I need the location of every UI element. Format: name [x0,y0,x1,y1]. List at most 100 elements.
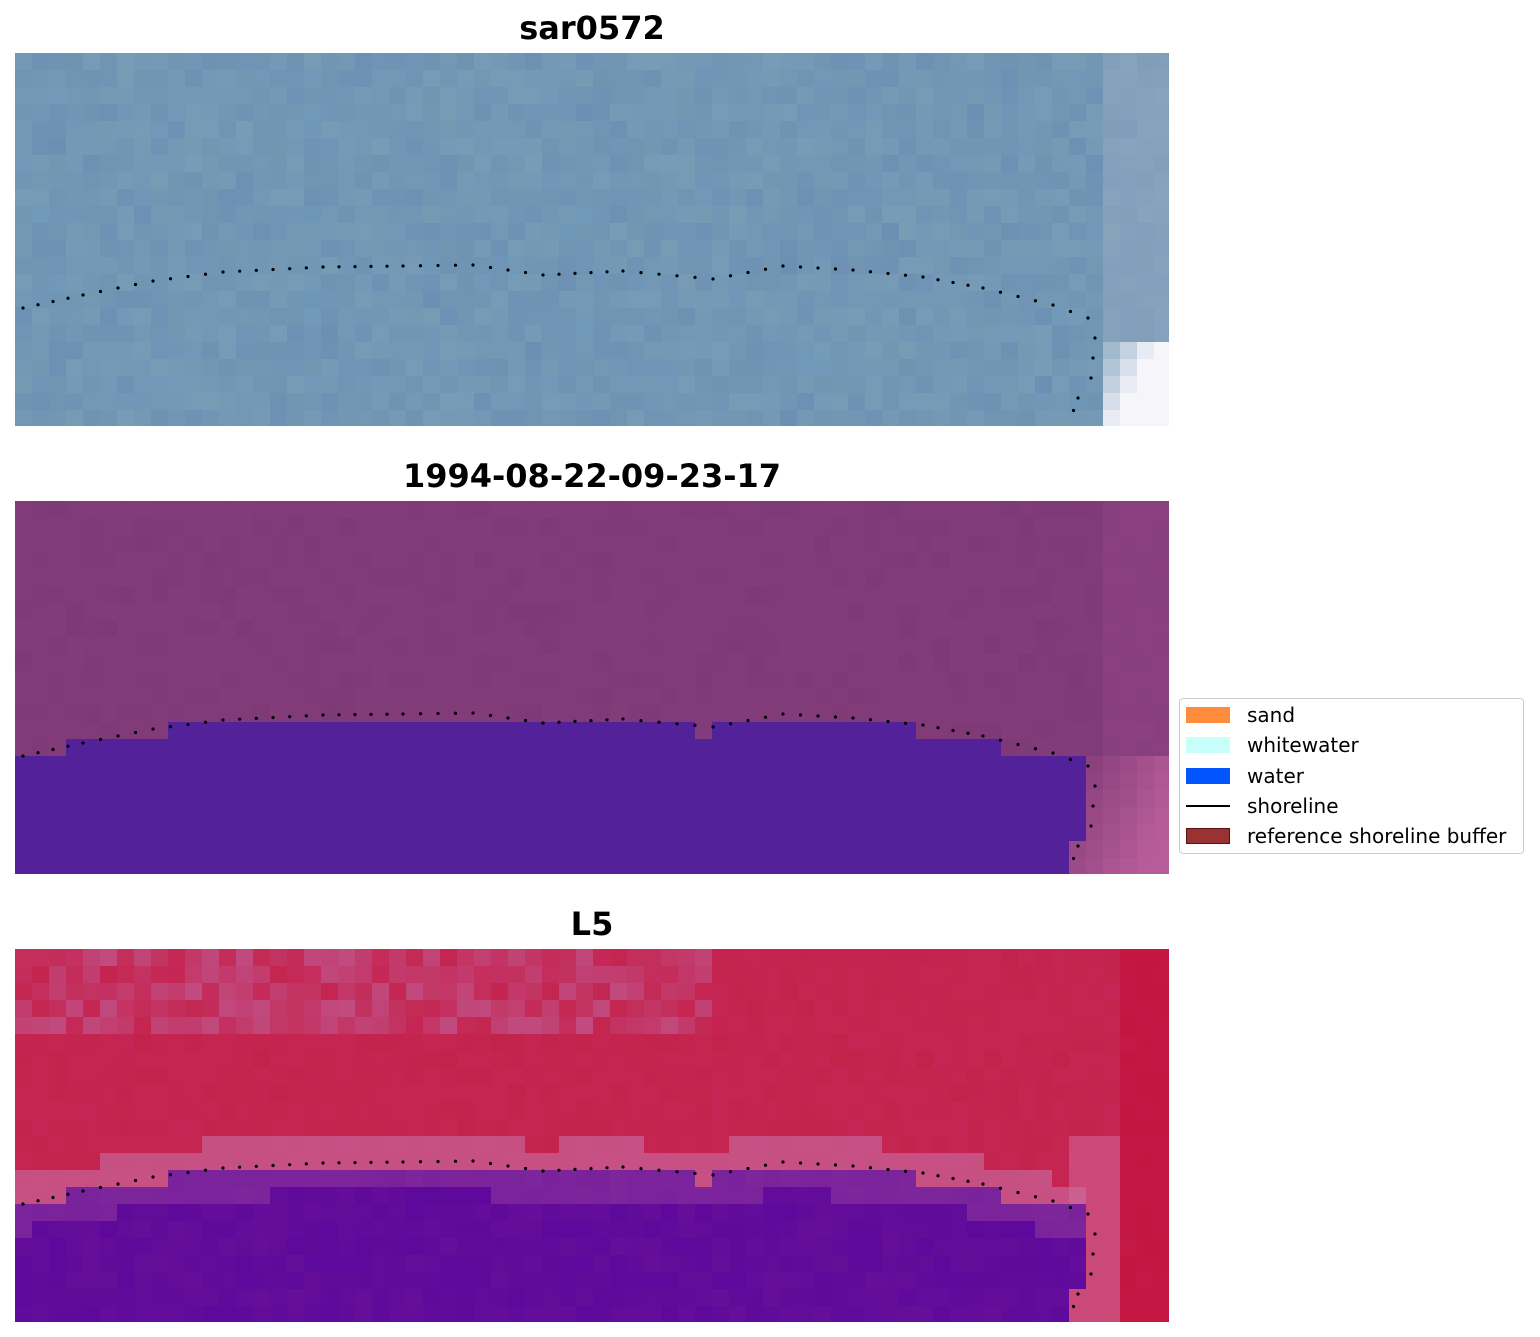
image-pixel [542,223,560,241]
image-pixel [967,1000,985,1018]
image-pixel [49,1153,67,1171]
image-pixel [440,790,458,808]
image-pixel [1035,325,1053,343]
image-pixel [491,104,509,122]
image-pixel [1035,1000,1053,1018]
image-pixel [474,291,492,309]
image-pixel [355,841,373,859]
image-pixel [389,410,407,426]
image-pixel [542,155,560,173]
image-pixel [389,1136,407,1154]
image-pixel [644,1017,662,1035]
image-pixel [797,1017,815,1035]
image-pixel [746,858,764,874]
image-pixel [780,104,798,122]
image-pixel [1035,1119,1053,1137]
image-pixel [236,739,254,757]
image-pixel [406,359,424,377]
image-pixel [525,1204,543,1222]
image-pixel [304,1034,322,1052]
image-pixel [1137,688,1155,706]
image-pixel [1154,1085,1169,1103]
image-pixel [389,1272,407,1290]
image-pixel [15,240,33,258]
image-pixel [372,172,390,190]
image-pixel [168,654,186,672]
image-pixel [117,1153,135,1171]
image-pixel [610,1085,628,1103]
image-pixel [678,1017,696,1035]
image-pixel [661,1170,679,1188]
image-pixel [389,949,407,967]
image-pixel [236,325,254,343]
image-pixel [321,739,339,757]
image-pixel [984,1102,1002,1120]
image-pixel [780,1238,798,1256]
image-pixel [1069,518,1087,536]
image-pixel [1052,1187,1070,1205]
shoreline-point [966,283,970,287]
image-pixel [117,1136,135,1154]
image-pixel [15,949,33,967]
image-pixel [134,824,152,842]
image-pixel [372,1119,390,1137]
image-pixel [32,376,50,394]
image-pixel [814,87,832,105]
image-pixel [576,325,594,343]
image-pixel [797,257,815,275]
image-pixel [746,739,764,757]
image-pixel [712,1000,730,1018]
image-pixel [763,87,781,105]
image-pixel [66,376,84,394]
image-pixel [1018,858,1036,874]
image-pixel [916,1238,934,1256]
image-pixel [1120,1272,1138,1290]
image-pixel [287,637,305,655]
shoreline-point [271,715,275,720]
image-pixel [66,790,84,808]
image-pixel [117,1306,135,1322]
image-pixel [644,705,662,723]
image-pixel [916,966,934,984]
image-pixel [66,70,84,88]
image-pixel [627,705,645,723]
image-pixel [967,739,985,757]
shoreline-point [1071,1304,1076,1309]
image-pixel [780,1119,798,1137]
image-pixel [814,1255,832,1273]
image-pixel [304,858,322,874]
image-pixel [746,1017,764,1035]
image-pixel [1069,1068,1087,1086]
image-pixel [695,138,713,156]
image-pixel [219,603,237,621]
image-pixel [984,1170,1002,1188]
image-pixel [100,1034,118,1052]
image-pixel [865,308,883,326]
image-pixel [270,104,288,122]
image-pixel [406,983,424,1001]
image-pixel [559,393,577,411]
image-pixel [202,121,220,139]
image-pixel [423,705,441,723]
image-pixel [865,1034,883,1052]
image-pixel [236,206,254,224]
image-pixel [389,705,407,723]
image-pixel [1035,121,1053,139]
image-pixel [423,569,441,587]
image-pixel [15,1170,33,1188]
image-pixel [389,569,407,587]
image-pixel [1086,155,1104,173]
image-pixel [355,172,373,190]
image-pixel [202,966,220,984]
image-pixel [253,756,271,774]
image-pixel [423,722,441,740]
image-pixel [525,807,543,825]
image-pixel [729,773,747,791]
image-pixel [66,807,84,825]
image-pixel [865,121,883,139]
image-pixel [1035,1221,1053,1239]
image-pixel [151,637,169,655]
image-pixel [950,501,968,519]
image-pixel [984,739,1002,757]
shoreline-point [1086,764,1090,768]
